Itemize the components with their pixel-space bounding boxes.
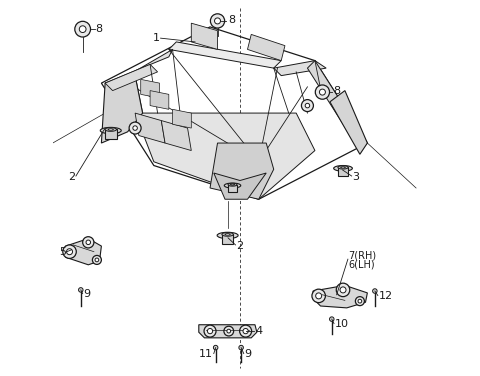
Polygon shape — [169, 42, 281, 68]
Ellipse shape — [334, 165, 352, 171]
Ellipse shape — [217, 232, 238, 239]
Circle shape — [210, 14, 225, 28]
Circle shape — [336, 283, 350, 297]
Ellipse shape — [100, 127, 121, 134]
Polygon shape — [248, 35, 285, 61]
Polygon shape — [214, 173, 266, 199]
Circle shape — [358, 299, 362, 303]
Ellipse shape — [108, 129, 113, 130]
Bar — [105, 129, 117, 139]
Text: 7(RH): 7(RH) — [348, 250, 377, 261]
Text: 2: 2 — [68, 172, 75, 182]
Circle shape — [319, 89, 325, 95]
Polygon shape — [192, 23, 217, 49]
Text: 2: 2 — [236, 241, 243, 251]
Ellipse shape — [105, 127, 117, 131]
Circle shape — [75, 21, 91, 37]
Circle shape — [305, 103, 310, 108]
Circle shape — [315, 85, 330, 99]
Circle shape — [243, 329, 248, 334]
Circle shape — [67, 249, 72, 255]
Circle shape — [63, 245, 76, 258]
Circle shape — [355, 297, 364, 306]
Circle shape — [215, 18, 220, 24]
Circle shape — [224, 326, 234, 336]
Circle shape — [330, 317, 334, 321]
Circle shape — [227, 329, 230, 333]
Polygon shape — [135, 113, 165, 143]
Ellipse shape — [228, 183, 237, 186]
Bar — [228, 185, 237, 192]
Text: 4: 4 — [255, 326, 262, 336]
Polygon shape — [161, 121, 192, 150]
Circle shape — [86, 240, 91, 244]
Circle shape — [129, 122, 141, 134]
Text: 8: 8 — [228, 15, 235, 25]
Ellipse shape — [222, 232, 233, 236]
Polygon shape — [307, 61, 367, 150]
Polygon shape — [330, 91, 367, 154]
Bar — [222, 234, 233, 244]
Circle shape — [83, 237, 94, 248]
Circle shape — [133, 126, 137, 130]
Polygon shape — [135, 113, 315, 199]
Polygon shape — [105, 76, 143, 121]
Circle shape — [204, 325, 216, 337]
Ellipse shape — [341, 167, 345, 168]
Text: 12: 12 — [379, 291, 393, 300]
Text: 10: 10 — [335, 318, 349, 329]
Text: 8: 8 — [96, 24, 103, 34]
Text: 8: 8 — [333, 86, 340, 96]
Text: 5: 5 — [59, 247, 66, 257]
Polygon shape — [141, 79, 159, 98]
Polygon shape — [274, 61, 326, 76]
Circle shape — [340, 287, 346, 293]
Polygon shape — [66, 239, 101, 265]
Ellipse shape — [225, 233, 230, 235]
Circle shape — [214, 345, 218, 350]
Ellipse shape — [224, 183, 241, 188]
Bar — [338, 167, 348, 176]
Polygon shape — [173, 109, 192, 128]
Circle shape — [79, 26, 86, 33]
Circle shape — [239, 345, 243, 350]
Text: 3: 3 — [352, 172, 360, 182]
Polygon shape — [101, 76, 143, 143]
Polygon shape — [313, 285, 367, 308]
Polygon shape — [150, 91, 169, 109]
Polygon shape — [105, 64, 157, 91]
Circle shape — [312, 289, 325, 303]
Circle shape — [207, 329, 213, 334]
Circle shape — [79, 288, 83, 292]
Circle shape — [372, 289, 377, 293]
Circle shape — [240, 325, 252, 337]
Ellipse shape — [338, 166, 348, 169]
Text: 9: 9 — [244, 349, 252, 359]
Polygon shape — [105, 49, 173, 83]
Text: 6(LH): 6(LH) — [348, 259, 375, 270]
Polygon shape — [210, 143, 274, 199]
Text: 9: 9 — [84, 289, 91, 299]
Ellipse shape — [230, 184, 235, 185]
Circle shape — [316, 293, 322, 299]
Polygon shape — [199, 325, 257, 338]
Text: 11: 11 — [199, 349, 213, 359]
Circle shape — [93, 255, 101, 264]
Circle shape — [95, 258, 99, 262]
Circle shape — [301, 100, 313, 112]
Text: 1: 1 — [153, 33, 159, 43]
